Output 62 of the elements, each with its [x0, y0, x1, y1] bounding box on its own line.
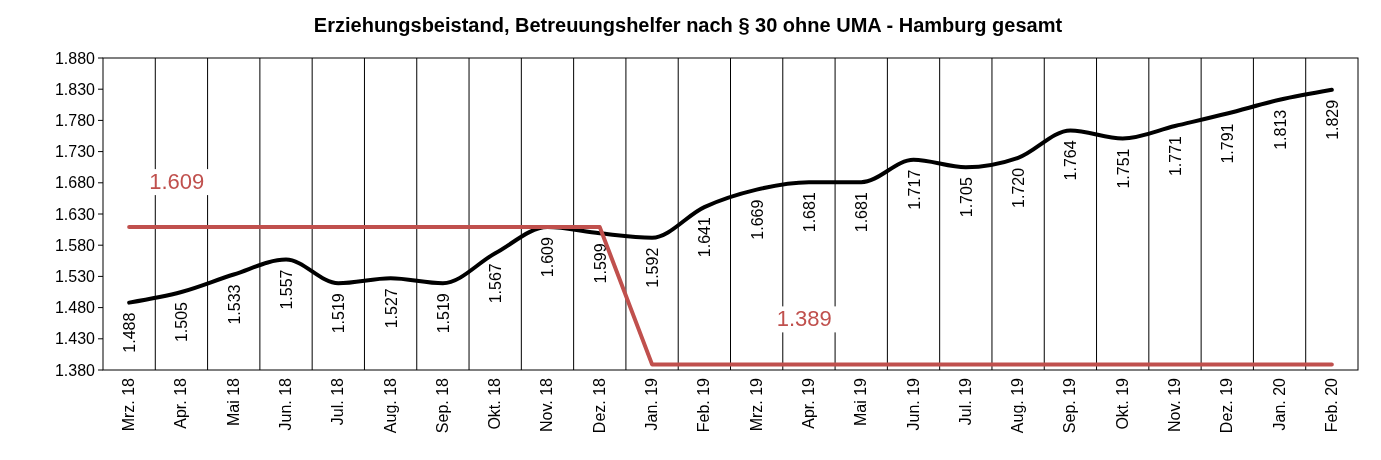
x-tick-label: Jun. 19	[904, 377, 922, 431]
chart-title: Erziehungsbeistand, Betreuungshelfer nach § 30 ohne UMA - Hamburg gesamt	[313, 14, 1063, 36]
y-tick-label: 1.730	[54, 143, 96, 161]
annotation: 1.389	[776, 306, 832, 332]
data-label: 1.567	[487, 263, 505, 304]
annotation: 1.609	[149, 169, 205, 195]
x-tick-label: Aug. 19	[1009, 377, 1027, 434]
data-label: 1.609	[539, 237, 557, 278]
data-label: 1.557	[278, 269, 296, 310]
data-label: 1.829	[1323, 99, 1341, 140]
x-tick-label: Mai 19	[852, 377, 870, 427]
x-tick-label: Jan. 20	[1270, 377, 1288, 431]
x-tick-label: Jan. 19	[643, 377, 661, 431]
y-tick-label: 1.780	[54, 112, 96, 129]
data-label: 1.669	[748, 199, 766, 240]
data-label: 1.641	[696, 217, 714, 258]
data-label: 1.764	[1062, 140, 1080, 181]
y-tick-label: 1.430	[54, 330, 96, 348]
data-label: 1.519	[330, 293, 348, 334]
x-tick-label: Feb. 20	[1322, 377, 1340, 433]
data-label: 1.751	[1114, 148, 1132, 189]
x-tick-label: Jul. 18	[329, 377, 347, 426]
x-tick-label: Mrz. 18	[120, 377, 138, 432]
data-label: 1.717	[905, 169, 923, 210]
x-tick-label: Aug. 18	[381, 377, 399, 434]
x-tick-label: Dez. 19	[1218, 377, 1236, 434]
data-label: 1.519	[434, 293, 452, 334]
data-label: 1.720	[1010, 167, 1028, 208]
data-label: 1.791	[1219, 123, 1237, 164]
y-tick-label: 1.680	[54, 174, 96, 192]
x-tick-label: Mrz. 19	[747, 377, 765, 432]
data-label: 1.505	[173, 301, 191, 343]
data-label: 1.527	[382, 288, 400, 329]
x-tick-label: Jun. 18	[277, 377, 295, 431]
x-tick-label: Apr. 18	[172, 377, 190, 429]
x-tick-label: Dez. 18	[590, 377, 608, 434]
data-label: 1.599	[591, 243, 609, 284]
data-label: 1.813	[1271, 109, 1289, 150]
x-tick-label: Mai 18	[224, 377, 242, 427]
x-tick-label: Sep. 18	[433, 377, 451, 434]
x-tick-label: Apr. 19	[799, 377, 817, 429]
x-tick-label: Nov. 19	[1165, 377, 1183, 432]
x-tick-label: Sep. 19	[1061, 377, 1079, 434]
x-tick-label: Okt. 19	[1113, 377, 1131, 430]
x-tick-label: Jul. 19	[956, 377, 974, 426]
y-tick-label: 1.580	[54, 236, 96, 254]
data-label: 1.771	[1166, 135, 1184, 177]
x-tick-label: Feb. 19	[695, 377, 713, 433]
data-label: 1.681	[800, 192, 818, 233]
y-tick-label: 1.830	[54, 80, 96, 98]
y-tick-label: 1.380	[54, 361, 96, 379]
data-label: 1.488	[121, 312, 139, 353]
x-tick-label: Nov. 18	[538, 377, 556, 432]
y-tick-label: 1.530	[54, 268, 96, 285]
data-label: 1.533	[225, 284, 243, 325]
y-tick-label: 1.630	[54, 205, 96, 223]
data-label: 1.592	[644, 247, 662, 288]
y-tick-label: 1.880	[54, 49, 96, 67]
x-tick-label: Okt. 18	[486, 377, 504, 430]
y-tick-label: 1.480	[54, 299, 96, 317]
data-label: 1.681	[853, 192, 871, 233]
data-label: 1.705	[957, 177, 975, 218]
